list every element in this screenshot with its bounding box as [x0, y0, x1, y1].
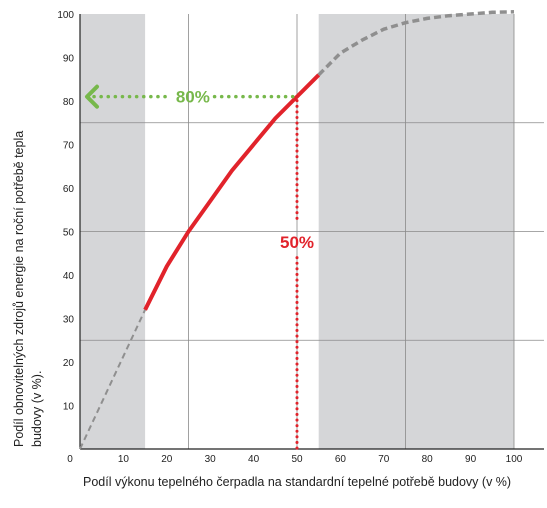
y-tick-20: 20 [63, 358, 75, 369]
x-axis-label: Podíl výkonu tepelného čerpadla na stand… [83, 475, 512, 489]
y-axis-label-line-2: budovy (v %). [30, 371, 44, 447]
x-tick-80: 80 [422, 454, 434, 465]
x-tick-90: 90 [465, 454, 477, 465]
x-tick-40: 40 [248, 454, 260, 465]
annotation-50-percent: 50% [280, 233, 314, 252]
y-axis-label-line-1: Podíl obnovitelných zdrojů energie na ro… [12, 131, 26, 447]
x-tick-60: 60 [335, 454, 347, 465]
y-tick-50: 50 [63, 228, 75, 239]
series-line-1 [79, 309, 147, 450]
y-tick-60: 60 [63, 184, 75, 195]
y-tick-70: 70 [63, 141, 75, 152]
green-arrow-head [85, 84, 99, 109]
x-tick-50: 50 [291, 454, 303, 465]
x-tick-30: 30 [205, 454, 217, 465]
x-tick-100: 100 [506, 454, 523, 465]
y-tick-30: 30 [63, 315, 75, 326]
x-tick-10: 10 [118, 454, 130, 465]
x-tick-20: 20 [161, 454, 173, 465]
x-tick-70: 70 [378, 454, 390, 465]
annotation-80-percent: 80% [176, 88, 210, 107]
y-tick-40: 40 [63, 271, 75, 282]
x-tick-0: 0 [67, 454, 73, 465]
y-tick-10: 10 [63, 402, 75, 413]
series-line-3 [317, 10, 515, 77]
y-tick-100: 100 [57, 10, 74, 21]
y-tick-90: 90 [63, 54, 75, 65]
series-line-2 [143, 73, 321, 311]
y-tick-80: 80 [63, 97, 75, 108]
